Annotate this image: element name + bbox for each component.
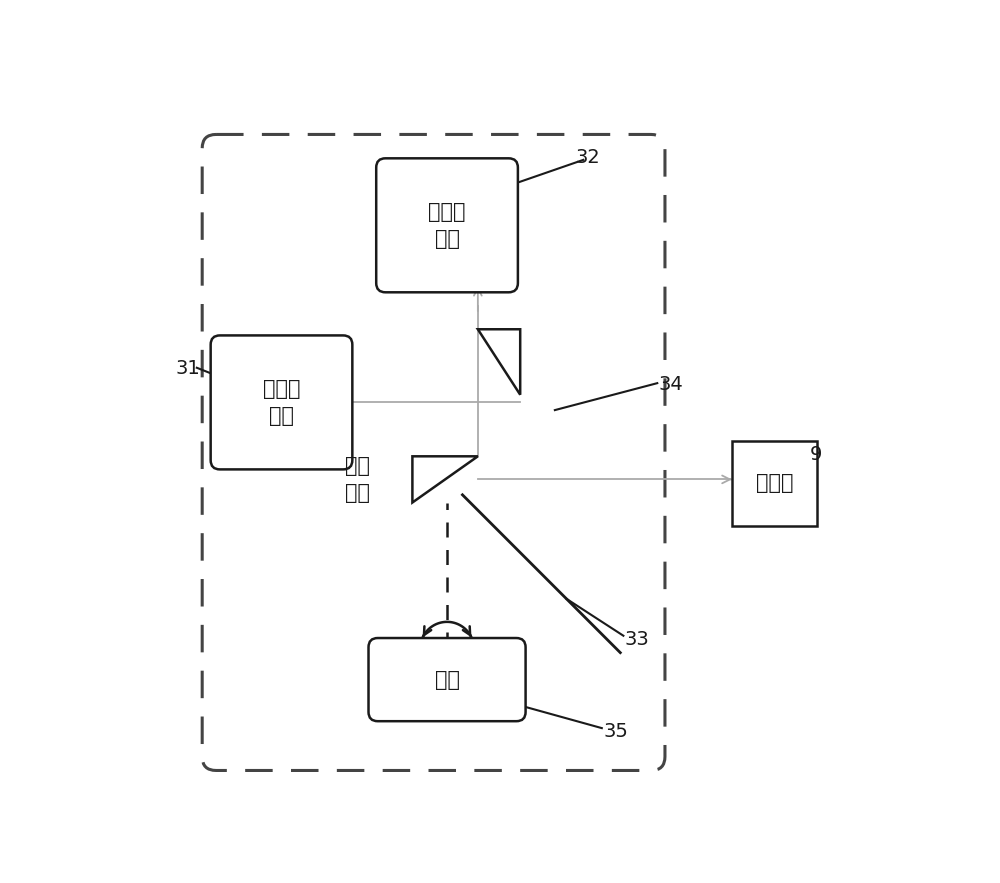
Bar bbox=[732, 441, 817, 525]
Text: 34: 34 bbox=[659, 375, 684, 395]
Text: 激光发
射器: 激光发 射器 bbox=[263, 379, 300, 426]
Text: 激光接
收器: 激光接 收器 bbox=[428, 202, 466, 248]
Text: 31: 31 bbox=[175, 358, 200, 378]
Text: 32: 32 bbox=[576, 148, 600, 167]
Text: 被测物: 被测物 bbox=[756, 473, 793, 494]
Text: 电机: 电机 bbox=[435, 669, 460, 690]
Text: 35: 35 bbox=[603, 722, 628, 741]
Text: 旋转
镜面: 旋转 镜面 bbox=[345, 457, 370, 502]
Text: 33: 33 bbox=[625, 630, 650, 648]
FancyBboxPatch shape bbox=[369, 638, 526, 721]
Text: 9: 9 bbox=[810, 445, 822, 464]
FancyBboxPatch shape bbox=[211, 336, 352, 470]
FancyBboxPatch shape bbox=[376, 158, 518, 292]
